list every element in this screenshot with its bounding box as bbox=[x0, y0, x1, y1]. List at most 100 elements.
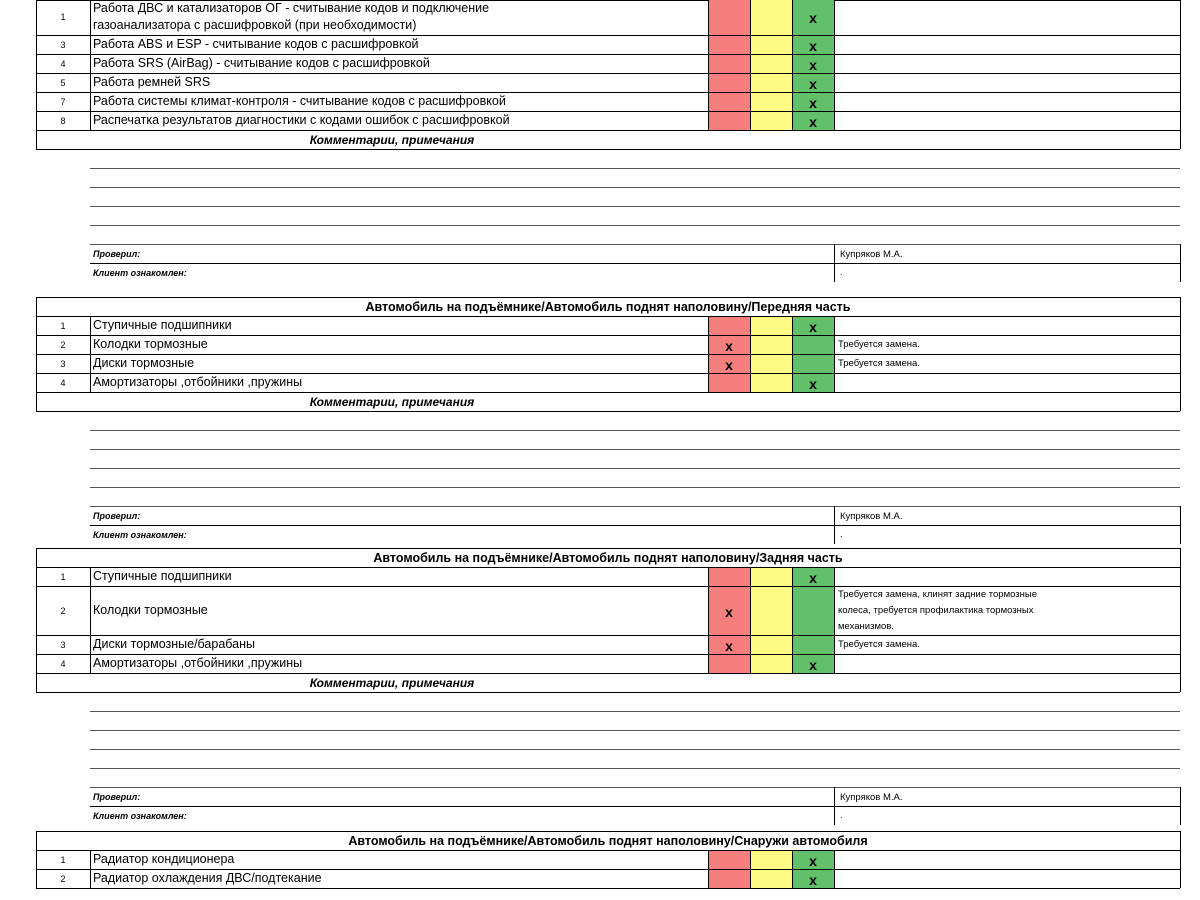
status-green-cell[interactable] bbox=[793, 0, 834, 35]
status-red-cell[interactable] bbox=[709, 870, 750, 888]
status-yellow-cell[interactable] bbox=[751, 112, 792, 130]
grid-line-v bbox=[36, 316, 37, 392]
status-red-cell[interactable] bbox=[709, 336, 750, 354]
comment-line[interactable] bbox=[90, 225, 1180, 226]
status-green-cell[interactable] bbox=[793, 568, 834, 586]
status-red-cell[interactable] bbox=[709, 74, 750, 92]
status-red-cell[interactable] bbox=[709, 112, 750, 130]
status-yellow-cell[interactable] bbox=[751, 336, 792, 354]
client-value: . bbox=[840, 810, 843, 821]
status-yellow-cell[interactable] bbox=[751, 355, 792, 373]
comment-line[interactable] bbox=[90, 749, 1180, 750]
status-red-cell[interactable] bbox=[709, 93, 750, 111]
item-description: Работа SRS (AirBag) - считывание кодов с… bbox=[93, 56, 430, 70]
grid-line-h bbox=[36, 831, 1180, 832]
comment-line[interactable] bbox=[90, 206, 1180, 207]
status-green-cell[interactable] bbox=[793, 587, 834, 635]
status-red-cell[interactable] bbox=[709, 636, 750, 654]
comment-line[interactable] bbox=[90, 487, 1180, 488]
comment-line[interactable] bbox=[90, 244, 1180, 245]
status-red-cell[interactable] bbox=[709, 851, 750, 869]
comment-line[interactable] bbox=[90, 449, 1180, 450]
comment-line[interactable] bbox=[90, 187, 1180, 188]
status-green-cell[interactable] bbox=[793, 636, 834, 654]
item-description: Работа ДВС и катализаторов ОГ - считыван… bbox=[93, 1, 490, 15]
status-red-cell[interactable] bbox=[709, 317, 750, 335]
section-title: Автомобиль на подъёмнике/Автомобиль подн… bbox=[348, 834, 868, 848]
comments-title: Комментарии, примечания bbox=[309, 395, 475, 409]
status-red-cell[interactable] bbox=[709, 587, 750, 635]
grid-line-v bbox=[1180, 316, 1181, 392]
checked-by-label: Проверил: bbox=[93, 249, 141, 259]
comment-line[interactable] bbox=[90, 711, 1180, 712]
status-yellow-cell[interactable] bbox=[751, 636, 792, 654]
comment-line[interactable] bbox=[90, 787, 1180, 788]
status-green-cell[interactable] bbox=[793, 355, 834, 373]
status-green-cell[interactable] bbox=[793, 851, 834, 869]
status-green-cell[interactable] bbox=[793, 374, 834, 392]
status-yellow-cell[interactable] bbox=[751, 587, 792, 635]
status-yellow-cell[interactable] bbox=[751, 74, 792, 92]
grid-line-v bbox=[1180, 831, 1181, 850]
grid-line-v bbox=[792, 0, 793, 130]
status-yellow-cell[interactable] bbox=[751, 568, 792, 586]
grid-line-v bbox=[1180, 673, 1181, 692]
status-green-cell[interactable] bbox=[793, 36, 834, 54]
comment-line[interactable] bbox=[90, 468, 1180, 469]
status-red-cell[interactable] bbox=[709, 55, 750, 73]
status-red-cell[interactable] bbox=[709, 655, 750, 673]
grid-line-v bbox=[792, 567, 793, 673]
comment-line[interactable] bbox=[90, 430, 1180, 431]
status-green-cell[interactable] bbox=[793, 336, 834, 354]
status-green-cell[interactable] bbox=[793, 655, 834, 673]
status-green-cell[interactable] bbox=[793, 317, 834, 335]
status-yellow-cell[interactable] bbox=[751, 870, 792, 888]
row-number: 2 bbox=[60, 339, 66, 350]
grid-line-v bbox=[1180, 787, 1181, 825]
status-red-cell[interactable] bbox=[709, 0, 750, 35]
status-red-cell[interactable] bbox=[709, 355, 750, 373]
item-description: Ступичные подшипники bbox=[93, 569, 232, 583]
status-yellow-cell[interactable] bbox=[751, 93, 792, 111]
grid-line-h bbox=[36, 54, 1180, 55]
item-description: газоанализатора с расшифровкой (при необ… bbox=[93, 18, 417, 32]
status-green-cell[interactable] bbox=[793, 93, 834, 111]
status-green-cell[interactable] bbox=[793, 74, 834, 92]
comment-line[interactable] bbox=[90, 506, 1180, 507]
grid-line-v bbox=[36, 831, 37, 850]
status-mark-green: x bbox=[809, 656, 817, 673]
item-description: Ступичные подшипники bbox=[93, 318, 232, 332]
grid-line-v bbox=[834, 0, 835, 130]
status-green-cell[interactable] bbox=[793, 55, 834, 73]
grid-line-h bbox=[36, 392, 1180, 393]
status-red-cell[interactable] bbox=[709, 36, 750, 54]
comment-line[interactable] bbox=[90, 730, 1180, 731]
status-red-cell[interactable] bbox=[709, 374, 750, 392]
status-yellow-cell[interactable] bbox=[751, 374, 792, 392]
status-yellow-cell[interactable] bbox=[751, 655, 792, 673]
item-description: Амортизаторы ,отбойники ,пружины bbox=[93, 656, 303, 670]
grid-line-h bbox=[90, 806, 1180, 807]
comment-line[interactable] bbox=[90, 168, 1180, 169]
grid-line-v bbox=[708, 567, 709, 673]
item-description: Радиатор кондиционера bbox=[93, 852, 235, 866]
row-number: 5 bbox=[60, 77, 66, 88]
status-yellow-cell[interactable] bbox=[751, 0, 792, 35]
grid-line-h bbox=[36, 411, 1180, 412]
comment-line[interactable] bbox=[90, 768, 1180, 769]
item-note: Требуется замена. bbox=[838, 638, 920, 650]
status-yellow-cell[interactable] bbox=[751, 55, 792, 73]
grid-line-v bbox=[834, 850, 835, 888]
status-yellow-cell[interactable] bbox=[751, 851, 792, 869]
status-yellow-cell[interactable] bbox=[751, 317, 792, 335]
grid-line-h bbox=[36, 73, 1180, 74]
grid-line-v bbox=[36, 567, 37, 673]
section-title: Автомобиль на подъёмнике/Автомобиль подн… bbox=[365, 300, 851, 314]
status-red-cell[interactable] bbox=[709, 568, 750, 586]
status-yellow-cell[interactable] bbox=[751, 36, 792, 54]
status-green-cell[interactable] bbox=[793, 870, 834, 888]
grid-line-v bbox=[750, 850, 751, 888]
status-green-cell[interactable] bbox=[793, 112, 834, 130]
grid-line-v bbox=[1180, 392, 1181, 411]
